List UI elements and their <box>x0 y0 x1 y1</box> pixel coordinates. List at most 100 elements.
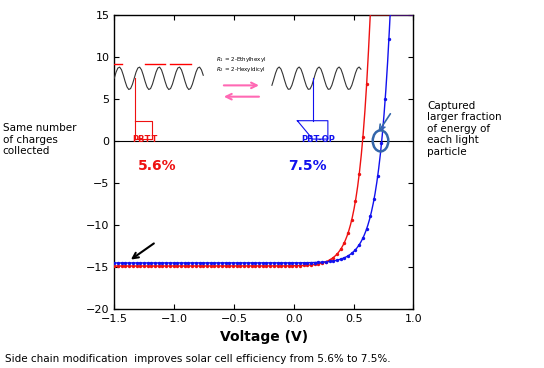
Point <box>285 260 293 266</box>
Point <box>344 230 353 236</box>
Point <box>121 260 129 266</box>
Point <box>295 263 304 269</box>
Point <box>247 263 256 269</box>
Point <box>132 263 141 269</box>
Point <box>258 263 267 269</box>
Point <box>358 235 367 241</box>
Point <box>281 260 289 266</box>
Point <box>143 260 152 266</box>
Point <box>118 260 126 266</box>
Point <box>385 36 393 42</box>
Point <box>255 260 263 266</box>
Point <box>188 260 196 266</box>
Point <box>366 213 375 219</box>
Point <box>165 263 174 269</box>
Point <box>355 242 363 248</box>
Point <box>203 260 212 266</box>
Point <box>162 260 171 266</box>
Point <box>251 260 259 266</box>
Point <box>140 263 149 269</box>
Point <box>340 240 349 245</box>
Point <box>322 259 330 265</box>
Point <box>114 263 122 269</box>
Point <box>206 260 215 266</box>
Point <box>299 262 308 268</box>
Point <box>325 257 334 263</box>
Point <box>169 263 178 269</box>
Point <box>277 263 286 269</box>
Point <box>355 171 363 177</box>
Point <box>329 258 338 264</box>
Point <box>158 263 167 269</box>
Point <box>262 263 271 269</box>
Point <box>181 263 189 269</box>
Point <box>244 263 252 269</box>
Point <box>110 260 119 266</box>
Point <box>269 260 278 266</box>
Point <box>210 260 219 266</box>
Point <box>247 260 256 266</box>
Point <box>351 247 360 252</box>
Point <box>110 263 119 269</box>
Point <box>303 260 312 266</box>
Point <box>340 255 349 261</box>
Point <box>228 260 237 266</box>
Point <box>373 173 382 178</box>
Point <box>266 260 275 266</box>
Point <box>332 251 341 257</box>
Point <box>210 263 219 269</box>
Point <box>125 263 133 269</box>
Point <box>218 260 226 266</box>
Point <box>165 260 174 266</box>
Point <box>206 263 215 269</box>
Point <box>147 263 156 269</box>
Point <box>273 263 282 269</box>
Point <box>195 260 204 266</box>
Point <box>184 260 193 266</box>
Point <box>262 260 271 266</box>
Point <box>128 260 137 266</box>
Point <box>136 263 145 269</box>
Point <box>140 260 149 266</box>
Point <box>251 263 259 269</box>
Point <box>199 263 208 269</box>
Point <box>177 260 186 266</box>
Point <box>303 262 312 268</box>
Point <box>329 255 338 261</box>
Point <box>273 260 282 266</box>
Point <box>310 262 319 268</box>
Point <box>336 246 345 252</box>
Point <box>125 260 133 266</box>
Point <box>199 260 208 266</box>
Point <box>325 258 334 264</box>
Point <box>177 263 186 269</box>
Point <box>269 263 278 269</box>
Point <box>255 263 263 269</box>
Text: 5.6%: 5.6% <box>138 159 177 173</box>
Point <box>191 260 200 266</box>
Point <box>348 217 356 223</box>
Point <box>277 260 286 266</box>
Point <box>258 260 267 266</box>
Point <box>288 263 296 269</box>
Point <box>151 263 159 269</box>
Point <box>188 263 196 269</box>
Point <box>169 260 178 266</box>
Point <box>381 96 390 102</box>
Point <box>318 260 326 266</box>
Point <box>158 260 167 266</box>
Point <box>292 263 300 269</box>
Point <box>236 263 245 269</box>
Point <box>266 263 275 269</box>
Point <box>173 263 182 269</box>
Point <box>132 260 141 266</box>
Point <box>310 259 319 265</box>
Point <box>322 259 330 265</box>
Point <box>225 263 234 269</box>
Text: Side chain modification  improves solar cell efficiency from 5.6% to 7.5%.: Side chain modification improves solar c… <box>5 354 391 364</box>
Point <box>348 250 356 256</box>
Point <box>314 261 323 267</box>
Point <box>214 263 222 269</box>
Point <box>154 263 163 269</box>
Point <box>362 82 371 88</box>
